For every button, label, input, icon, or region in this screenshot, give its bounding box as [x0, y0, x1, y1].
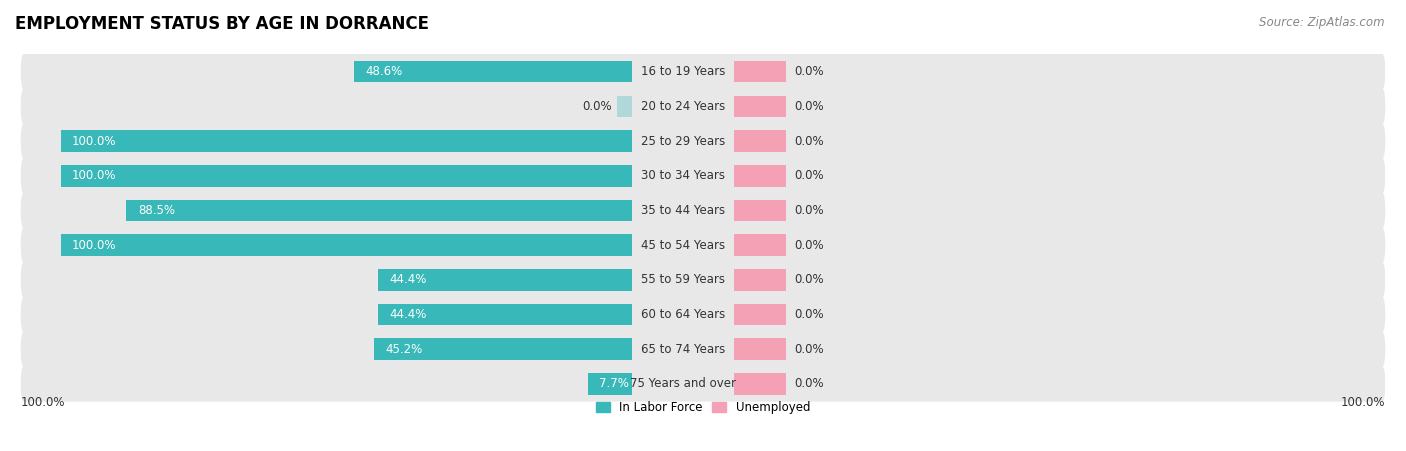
Text: Source: ZipAtlas.com: Source: ZipAtlas.com — [1260, 16, 1385, 29]
Bar — [378, 269, 631, 290]
Bar — [734, 200, 786, 221]
Text: EMPLOYMENT STATUS BY AGE IN DORRANCE: EMPLOYMENT STATUS BY AGE IN DORRANCE — [15, 15, 429, 33]
Text: 0.0%: 0.0% — [794, 204, 824, 217]
Text: 45.2%: 45.2% — [385, 343, 422, 356]
Text: 0.0%: 0.0% — [794, 100, 824, 113]
Bar — [588, 373, 631, 395]
Bar — [60, 165, 631, 187]
FancyBboxPatch shape — [21, 158, 1385, 193]
Text: 75 Years and over: 75 Years and over — [630, 377, 735, 391]
Text: 0.0%: 0.0% — [794, 377, 824, 391]
Text: 45 to 54 Years: 45 to 54 Years — [641, 239, 725, 252]
Bar — [734, 269, 786, 290]
Bar — [354, 61, 631, 83]
FancyBboxPatch shape — [21, 124, 1385, 159]
Text: 100.0%: 100.0% — [72, 134, 117, 147]
Bar — [734, 304, 786, 325]
Text: 44.4%: 44.4% — [389, 273, 427, 286]
Text: 0.0%: 0.0% — [794, 65, 824, 78]
FancyBboxPatch shape — [21, 89, 1385, 124]
Text: 0.0%: 0.0% — [794, 169, 824, 182]
Text: 25 to 29 Years: 25 to 29 Years — [641, 134, 725, 147]
Bar — [617, 96, 631, 117]
Text: 7.7%: 7.7% — [599, 377, 628, 391]
Text: 0.0%: 0.0% — [794, 134, 824, 147]
Text: 88.5%: 88.5% — [138, 204, 174, 217]
Text: 48.6%: 48.6% — [366, 65, 402, 78]
Text: 100.0%: 100.0% — [72, 169, 117, 182]
Text: 65 to 74 Years: 65 to 74 Years — [641, 343, 725, 356]
FancyBboxPatch shape — [21, 262, 1385, 298]
Bar — [378, 304, 631, 325]
Bar — [127, 200, 631, 221]
FancyBboxPatch shape — [21, 297, 1385, 332]
Bar — [734, 235, 786, 256]
Bar — [734, 339, 786, 360]
FancyBboxPatch shape — [21, 193, 1385, 228]
Bar — [734, 130, 786, 152]
Bar — [60, 130, 631, 152]
Bar — [734, 61, 786, 83]
Text: 44.4%: 44.4% — [389, 308, 427, 321]
Bar — [60, 235, 631, 256]
Text: 35 to 44 Years: 35 to 44 Years — [641, 204, 725, 217]
Text: 60 to 64 Years: 60 to 64 Years — [641, 308, 725, 321]
Text: 20 to 24 Years: 20 to 24 Years — [641, 100, 725, 113]
Bar — [734, 373, 786, 395]
Bar — [734, 96, 786, 117]
Text: 0.0%: 0.0% — [794, 273, 824, 286]
FancyBboxPatch shape — [21, 227, 1385, 263]
Text: 100.0%: 100.0% — [1341, 396, 1385, 409]
Text: 0.0%: 0.0% — [794, 239, 824, 252]
Text: 100.0%: 100.0% — [72, 239, 117, 252]
Bar — [734, 165, 786, 187]
FancyBboxPatch shape — [21, 366, 1385, 401]
Text: 16 to 19 Years: 16 to 19 Years — [641, 65, 725, 78]
Text: 0.0%: 0.0% — [582, 100, 612, 113]
Text: 0.0%: 0.0% — [794, 308, 824, 321]
Text: 100.0%: 100.0% — [21, 396, 65, 409]
Legend: In Labor Force, Unemployed: In Labor Force, Unemployed — [591, 396, 815, 419]
Bar — [374, 339, 631, 360]
Text: 30 to 34 Years: 30 to 34 Years — [641, 169, 725, 182]
FancyBboxPatch shape — [21, 54, 1385, 89]
Text: 55 to 59 Years: 55 to 59 Years — [641, 273, 725, 286]
FancyBboxPatch shape — [21, 331, 1385, 367]
Text: 0.0%: 0.0% — [794, 343, 824, 356]
